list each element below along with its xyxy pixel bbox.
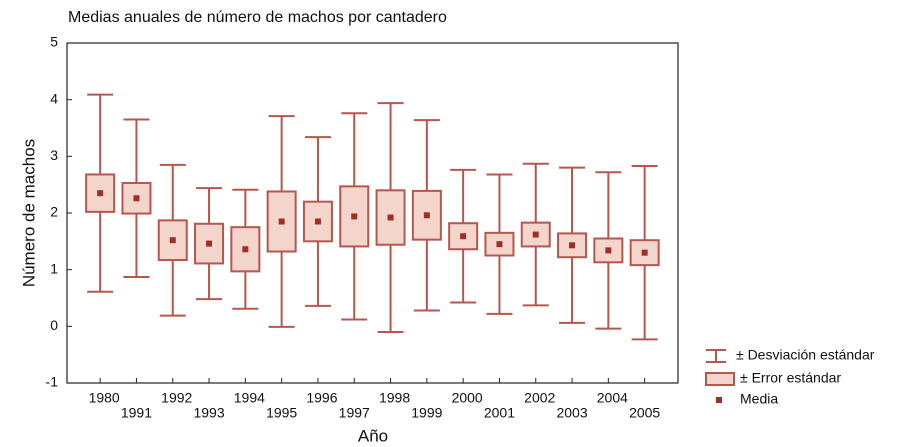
x-tick-label: 1995 — [266, 405, 297, 421]
x-tick-label: 1991 — [121, 405, 152, 421]
mean-marker — [605, 247, 612, 254]
mean-marker — [423, 212, 430, 219]
mean-marker — [169, 237, 176, 244]
x-tick-label: 2003 — [556, 405, 587, 421]
se-box — [266, 190, 297, 253]
chart-title: Medias anuales de número de machos por c… — [68, 9, 447, 26]
y-tick-label: 2 — [50, 204, 58, 220]
mean-marker — [133, 195, 140, 202]
legend-label: ± Desviación estándar — [736, 347, 875, 363]
se-box — [629, 239, 660, 267]
x-tick-label: 2000 — [452, 390, 483, 406]
y-tick-label: 5 — [50, 34, 58, 50]
x-tick-label: 1999 — [411, 405, 442, 421]
y-axis-title: Número de machos — [19, 139, 38, 287]
plot-frame — [66, 42, 679, 384]
x-tick-label: 1998 — [379, 390, 410, 406]
x-tick-label: 2005 — [629, 405, 660, 421]
mean-marker — [351, 213, 358, 220]
mean-marker — [496, 241, 503, 248]
x-tick-label: 1997 — [339, 405, 370, 421]
y-tick-label: 1 — [50, 260, 58, 276]
legend-label: Media — [740, 391, 778, 407]
x-tick-label: 2001 — [484, 405, 515, 421]
legend-label: ± Error estándar — [740, 370, 841, 386]
mean-marker — [460, 233, 467, 240]
x-tick-label: 2004 — [597, 390, 628, 406]
mean-marker — [314, 218, 321, 225]
y-tick-label: 4 — [50, 90, 58, 106]
x-tick-label: 1980 — [89, 390, 120, 406]
mean-marker — [387, 214, 394, 221]
mean-marker — [206, 240, 213, 247]
mean-marker — [641, 249, 648, 256]
mean-marker — [532, 231, 539, 238]
mean-marker — [278, 218, 285, 225]
x-axis-title: Año — [358, 426, 388, 445]
legend-box — [705, 372, 735, 386]
mean-marker — [569, 242, 576, 249]
y-tick-label: 3 — [50, 147, 58, 163]
se-box — [302, 200, 333, 243]
y-tick-label: -1 — [46, 374, 59, 390]
x-tick-label: 1993 — [193, 405, 224, 421]
mean-marker — [97, 190, 104, 197]
y-tick-label: 0 — [50, 317, 58, 333]
x-tick-label: 1996 — [306, 390, 337, 406]
mean-marker — [242, 246, 249, 253]
x-tick-label: 1992 — [161, 390, 192, 406]
x-tick-label: 2002 — [524, 390, 555, 406]
x-tick-label: 1994 — [234, 390, 265, 406]
legend-mean — [716, 397, 722, 403]
